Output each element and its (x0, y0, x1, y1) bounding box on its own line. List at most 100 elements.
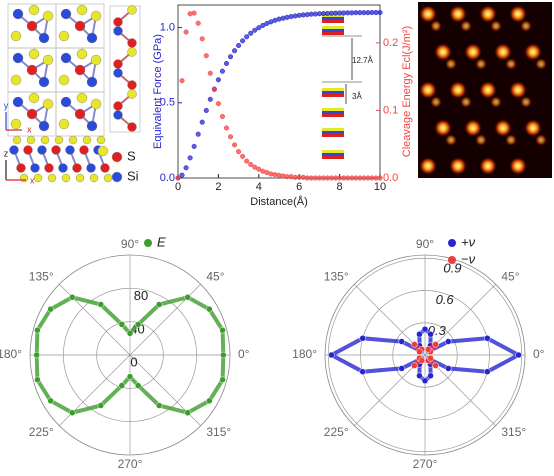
spot (494, 119, 512, 137)
angle-label: 90° (121, 237, 139, 251)
data-point (398, 365, 405, 372)
atom (12, 8, 24, 20)
axis-triad: y x z x (4, 100, 35, 185)
data-point (203, 107, 209, 114)
spot (505, 58, 517, 70)
crystal-structure (7, 3, 141, 183)
atom (42, 10, 54, 22)
data-point (155, 402, 163, 409)
data-point (175, 175, 181, 181)
layer (322, 108, 344, 111)
data-point (484, 368, 491, 375)
layer (322, 111, 344, 114)
data-point (411, 362, 418, 369)
data-point (199, 36, 205, 42)
data-point (195, 131, 201, 137)
data-point (398, 338, 405, 345)
atom (76, 4, 88, 16)
atom (89, 173, 99, 183)
angle-label: 270° (118, 457, 143, 471)
data-point (240, 153, 246, 159)
spot (475, 134, 487, 146)
y-tick-label: 0.0 (160, 172, 175, 184)
spot (479, 5, 497, 23)
spot (475, 58, 487, 70)
spot (509, 5, 527, 23)
unit-cell (109, 5, 141, 133)
data-point (134, 382, 142, 389)
spot (449, 5, 467, 23)
data-point (236, 149, 242, 155)
data-point (219, 113, 225, 120)
layer (322, 91, 344, 94)
atom (42, 98, 54, 110)
data-point (359, 368, 366, 375)
atom (86, 120, 98, 132)
atom (12, 135, 22, 145)
data-point (244, 158, 250, 164)
legend-label: Si (127, 168, 139, 183)
layer (322, 134, 344, 137)
y2-tick-label: 0.1 (383, 104, 398, 116)
atom (127, 38, 137, 48)
atom (33, 173, 43, 183)
data-point (195, 20, 201, 26)
atom (60, 8, 72, 20)
spot (490, 96, 502, 108)
data-point (34, 326, 41, 334)
atom (127, 80, 137, 90)
data-point (227, 134, 234, 140)
layer (322, 17, 344, 20)
x-tick-label: 6 (296, 181, 302, 193)
data-point (206, 305, 213, 313)
data-point (118, 321, 126, 328)
spot (505, 134, 517, 146)
data-point (421, 377, 429, 385)
data-point (126, 373, 134, 380)
atom (100, 163, 110, 173)
radial-grid-line (62, 287, 198, 423)
inset-label: 3Å (352, 92, 362, 101)
atom (54, 135, 64, 145)
layer (322, 20, 344, 23)
x-tick-label: 10 (374, 181, 386, 193)
data-point (191, 143, 197, 149)
legend-marker (97, 145, 109, 157)
spot (460, 96, 472, 108)
atom (127, 47, 137, 57)
inset-label: 12.7Å (352, 56, 374, 65)
data-point (240, 38, 246, 44)
atom (113, 68, 123, 78)
layer (322, 14, 344, 17)
legend-marker (111, 171, 123, 183)
data-point (236, 42, 242, 49)
data-point (211, 86, 217, 93)
atom (113, 110, 123, 120)
spot (434, 119, 452, 137)
atom (40, 135, 50, 145)
angle-label: 135° (324, 269, 349, 283)
spot (509, 157, 527, 175)
atom (12, 96, 24, 108)
triad-label: z (4, 148, 9, 158)
atom (65, 145, 75, 155)
atom (38, 32, 50, 44)
data-point (432, 362, 439, 369)
y2-axis-label: Cleavage Energy Ecl(J/m²) (401, 26, 413, 157)
layer (322, 26, 344, 29)
data-point (432, 341, 439, 348)
atom (127, 5, 137, 15)
layer (322, 128, 344, 131)
spot (535, 58, 547, 70)
layer (322, 94, 344, 97)
legend-marker (144, 239, 152, 247)
atom (113, 26, 123, 36)
data-point (359, 335, 366, 342)
atom (58, 30, 70, 42)
legend-label: S (127, 148, 136, 163)
angle-label: 45° (206, 269, 224, 283)
data-point (256, 25, 262, 31)
data-point (69, 409, 76, 416)
atom (23, 145, 33, 155)
